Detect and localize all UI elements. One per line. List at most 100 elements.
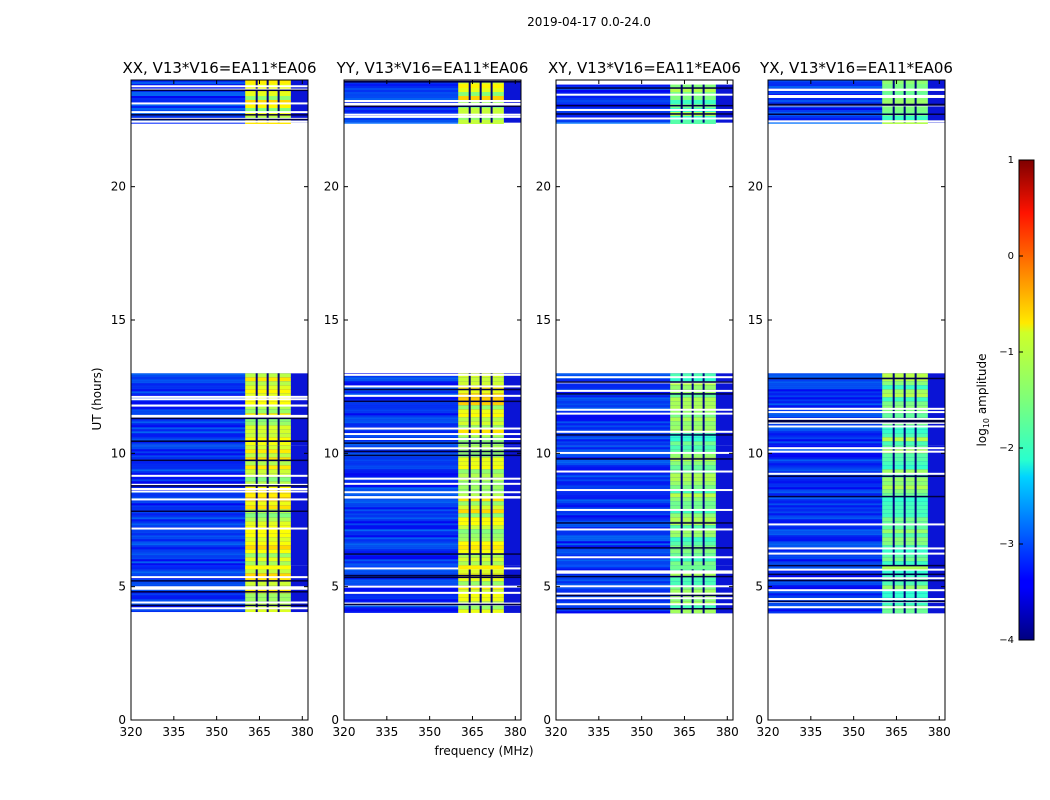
noise-row (344, 471, 459, 474)
flag-gap (768, 577, 945, 580)
colorbar-tick-label: 1 (1008, 155, 1014, 166)
noise-row (131, 449, 246, 452)
noise-row (768, 521, 883, 524)
noise-row (556, 543, 671, 546)
noise-row (344, 421, 459, 424)
channel-gap (680, 445, 683, 566)
noise-row (344, 523, 459, 526)
noise-row (131, 545, 246, 548)
noise-row (344, 391, 459, 394)
noise-row (344, 108, 459, 110)
noise-row (344, 118, 459, 120)
colorbar-label: log10 amplitude (975, 354, 991, 447)
noise-row (768, 82, 883, 84)
noise-row (768, 439, 883, 442)
panels: 320 335 350 365 380 0 5 10 15 20 XX, V13*V16=EA11*… (111, 59, 953, 739)
flag-gap (131, 415, 308, 418)
flag-gap (344, 113, 521, 116)
noise-row (344, 411, 459, 414)
dark-line (768, 420, 945, 423)
x-tick-label: 335 (799, 725, 822, 739)
noise-row (556, 473, 671, 476)
flag-gap (344, 482, 521, 485)
noise-row (556, 425, 671, 428)
noise-row (344, 449, 459, 452)
dark-line (344, 454, 521, 457)
channel-gap (266, 445, 269, 566)
dark-line (556, 594, 733, 597)
noise-row (131, 555, 246, 558)
colorbar-tick-label: 0 (1008, 251, 1014, 262)
noise-row (131, 481, 246, 484)
noise-row (344, 375, 459, 378)
panel-title: YY, V13*V16=EA11*EA06 (336, 59, 529, 77)
flag-gap (556, 592, 733, 595)
noise-row (768, 431, 883, 434)
noise-row (131, 108, 246, 110)
noise-row (768, 393, 883, 396)
noise-row (344, 431, 459, 434)
noise-row (768, 507, 883, 510)
noise-row (768, 515, 883, 518)
noise-row (131, 493, 246, 496)
noise-row (131, 497, 246, 500)
dark-line (556, 575, 733, 578)
noise-row (768, 379, 883, 382)
noise-row (344, 601, 459, 604)
flag-gap (768, 421, 945, 424)
flag-gap (344, 100, 521, 103)
noise-row (556, 88, 671, 90)
noise-row (131, 603, 246, 606)
noise-row (344, 539, 459, 542)
noise-row (768, 453, 883, 456)
noise-row (556, 551, 671, 554)
dark-line (768, 564, 945, 567)
noise-row (344, 120, 459, 122)
flag-gap (344, 567, 521, 570)
noise-row (556, 461, 671, 464)
flag-gap (131, 586, 308, 589)
y-tick-label: 5 (755, 580, 763, 594)
x-tick-label: 365 (885, 725, 908, 739)
dark-line (131, 580, 308, 582)
noise-row (556, 417, 671, 420)
noise-row (556, 491, 671, 494)
x-tick-label: 350 (418, 725, 441, 739)
flag-gap (131, 490, 308, 493)
flag-gap (556, 585, 733, 588)
noise-row (768, 405, 883, 408)
noise-row (131, 441, 246, 444)
noise-row (131, 539, 246, 542)
noise-row (768, 503, 883, 506)
channel-gap (903, 80, 906, 123)
dark-line (556, 104, 733, 107)
noise-row (768, 491, 883, 494)
dark-line (768, 104, 945, 106)
noise-row (768, 100, 883, 102)
noise-row (344, 607, 459, 610)
panel-yy: 320 335 350 365 380 0 5 10 15 20 YY, V13*V16=EA11*… (324, 59, 529, 739)
noise-row (344, 413, 459, 416)
noise-row (131, 401, 246, 404)
noise-row (556, 567, 671, 570)
noise-row (768, 485, 883, 488)
colorbar-tick-label: −2 (999, 443, 1014, 454)
noise-row (344, 419, 459, 422)
noise-row (131, 377, 246, 380)
band-row (458, 565, 504, 570)
noise-row (131, 473, 246, 476)
channel-gap (468, 373, 471, 446)
band-row (882, 565, 928, 570)
noise-row (131, 423, 246, 426)
x-tick-label: 380 (504, 725, 527, 739)
colorbar-gradient (1018, 159, 1035, 641)
noise-row (131, 373, 246, 376)
noise-row (556, 475, 671, 478)
noise-row (768, 499, 883, 502)
noise-row (768, 551, 883, 554)
flag-gap (344, 102, 521, 105)
noise-row (768, 463, 883, 466)
dark-line (556, 113, 733, 115)
noise-row (131, 513, 246, 516)
noise-row (768, 112, 883, 114)
